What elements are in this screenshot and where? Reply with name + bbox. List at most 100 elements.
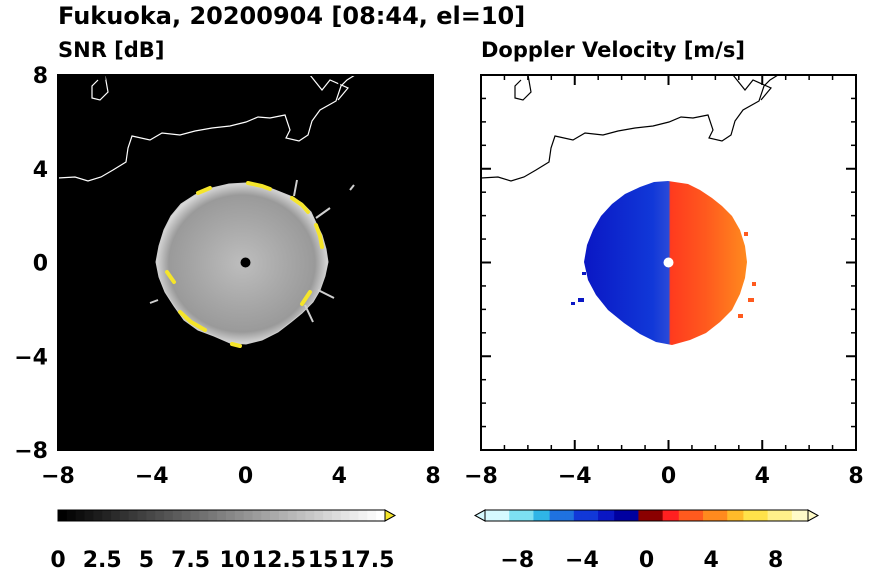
snr-colorbar-swatch: [234, 510, 245, 521]
snr-axes: −8 −4 0 4 8 −8 −4 0 4 8: [14, 64, 440, 489]
doppler-colorbar-swatch: [493, 510, 502, 521]
doppler-colorbar-tick-label: −8: [500, 548, 534, 570]
doppler-colorbar-swatch: [614, 510, 623, 521]
snr-colorbar-swatch: [217, 510, 227, 521]
snr-y-tick-label: 0: [33, 252, 48, 277]
snr-colorbar-tick-label: 15: [308, 548, 339, 570]
doppler-colorbar-swatch: [711, 510, 720, 521]
doppler-colorbar-swatch: [549, 510, 559, 521]
doppler-radar-site: [663, 257, 674, 268]
snr-y-tick-label: −4: [14, 345, 48, 370]
snr-colorbar-tick-label: 7.5: [171, 548, 210, 570]
doppler-edge-speckle: [571, 272, 586, 305]
doppler-x-tick-label: 4: [755, 464, 770, 489]
doppler-colorbar-swatch: [727, 510, 736, 521]
doppler-colorbar-swatch: [767, 510, 777, 521]
snr-colorbar: 0 2.5 5 7.5 10 12.5 15 17.5: [50, 509, 397, 570]
doppler-colorbar-swatch: [783, 510, 793, 521]
snr-colorbar-swatch: [199, 510, 209, 521]
snr-colorbar-swatch: [181, 510, 192, 521]
snr-colorbar-swatch: [155, 510, 165, 521]
snr-colorbar-swatch: [66, 510, 77, 521]
snr-colorbar-swatch: [296, 510, 306, 521]
doppler-colorbar-swatch: [598, 510, 607, 521]
doppler-colorbar-extend-min: [473, 509, 486, 522]
doppler-colorbar-swatch: [775, 510, 785, 521]
snr-y-tick-label: −8: [14, 439, 48, 464]
doppler-x-tick-label: 8: [848, 464, 863, 489]
doppler-colorbar-extend-max: [807, 509, 820, 522]
doppler-colorbar-tick-label: −4: [565, 548, 599, 570]
snr-colorbar-swatch: [190, 510, 200, 521]
doppler-colorbar-swatch: [791, 510, 801, 521]
doppler-colorbar-tick-label: 0: [639, 548, 654, 570]
snr-x-tick-label: −4: [135, 464, 169, 489]
doppler-colorbar-swatch: [573, 510, 583, 521]
doppler-colorbar-swatch: [533, 510, 543, 521]
snr-panel-title: SNR [dB]: [58, 38, 164, 62]
snr-colorbar-swatch: [102, 510, 112, 521]
doppler-colorbar-swatch: [719, 510, 728, 521]
doppler-colorbar-swatch: [751, 510, 761, 521]
snr-colorbar-swatch: [164, 510, 174, 521]
doppler-x-tick-label: 0: [661, 464, 676, 489]
snr-panel: SNR [dB]: [14, 38, 440, 570]
doppler-colorbar-swatch: [743, 510, 752, 521]
doppler-colorbar-swatch: [622, 510, 631, 521]
snr-colorbar-frame: [57, 509, 386, 522]
snr-colorbar-swatch: [305, 510, 315, 521]
snr-colorbar-swatch: [323, 510, 333, 521]
doppler-x-tick-label: −8: [464, 464, 498, 489]
snr-x-tick-label: 4: [332, 464, 347, 489]
doppler-colorbar-swatch: [638, 510, 647, 521]
snr-colorbar-swatch: [225, 510, 236, 521]
doppler-colorbar-swatch: [606, 510, 615, 521]
snr-x-tick-label: 8: [425, 464, 440, 489]
doppler-colorbar-swatch: [517, 510, 526, 521]
snr-colorbar-swatch: [358, 510, 368, 521]
snr-colorbar-swatch: [93, 510, 103, 521]
doppler-colorbar: −8 −4 0 4 8: [473, 509, 820, 570]
snr-colorbar-swatch: [340, 510, 351, 521]
doppler-colorbar-tick-label: 8: [768, 548, 783, 570]
snr-y-tick-label: 4: [33, 158, 48, 183]
snr-colorbar-swatch: [367, 510, 377, 521]
snr-colorbar-swatch: [270, 510, 280, 521]
doppler-x-tick-label: −4: [558, 464, 592, 489]
snr-colorbar-tick-label: 5: [139, 548, 154, 570]
snr-colorbar-swatch: [278, 510, 289, 521]
doppler-colorbar-swatch: [485, 510, 494, 521]
snr-x-tick-label: 0: [238, 464, 253, 489]
doppler-panel: Doppler Velocity [m/s] −8 −4 0 4 8 −8 −4 0 4 8: [464, 38, 864, 570]
doppler-colorbar-swatch: [686, 510, 696, 521]
doppler-colorbar-swatch: [703, 510, 712, 521]
doppler-colorbar-swatch: [589, 510, 599, 521]
doppler-colorbar-swatch: [581, 510, 591, 521]
snr-y-tick-label: 8: [33, 64, 48, 89]
snr-colorbar-swatch: [243, 510, 253, 521]
snr-colorbar-swatch: [58, 510, 68, 521]
snr-colorbar-swatch: [137, 510, 147, 521]
doppler-colorbar-swatch: [694, 510, 704, 521]
snr-colorbar-swatch: [111, 510, 121, 521]
snr-colorbar-swatch: [349, 510, 359, 521]
doppler-colorbar-swatch: [541, 510, 551, 521]
snr-colorbar-tick-label: 0: [50, 548, 65, 570]
doppler-colorbar-swatch: [759, 510, 769, 521]
snr-colorbar-swatch: [261, 510, 271, 521]
doppler-colorbar-swatch: [654, 510, 664, 521]
snr-colorbar-swatch: [75, 510, 86, 521]
snr-colorbar-tick-label: 2.5: [83, 548, 122, 570]
doppler-colorbar-swatch: [799, 510, 809, 521]
doppler-colorbar-swatch: [646, 510, 656, 521]
snr-colorbar-tick-label: 12.5: [252, 548, 306, 570]
doppler-colorbar-swatch: [565, 510, 575, 521]
figure-title: Fukuoka, 20200904 [08:44, el=10]: [58, 2, 525, 30]
snr-colorbar-tick-label: 17.5: [340, 548, 394, 570]
doppler-colorbar-swatch: [557, 510, 567, 521]
doppler-colorbar-swatch: [630, 510, 639, 521]
doppler-edge-speckle-pos: [738, 232, 756, 318]
snr-colorbar-swatch: [128, 510, 139, 521]
snr-colorbar-extend-max: [384, 509, 397, 522]
